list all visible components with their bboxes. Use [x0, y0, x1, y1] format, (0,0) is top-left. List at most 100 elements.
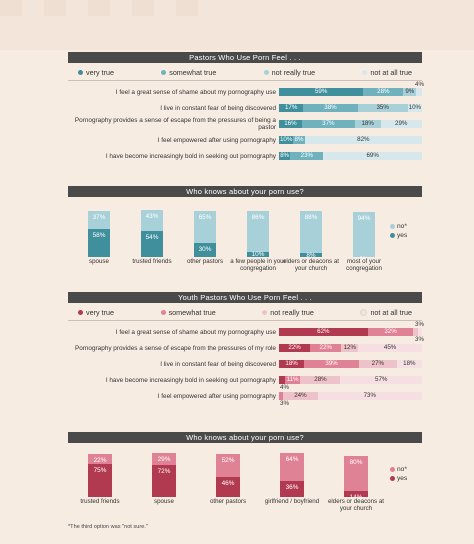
legend-item: very true [78, 308, 114, 317]
legend-item: not really true [262, 308, 314, 317]
bar-segment: 57% [340, 376, 422, 384]
data-label: 4% [280, 384, 289, 391]
legend-swatch-icon [390, 224, 395, 230]
column-stack: 64% 36% [280, 453, 304, 497]
bar-segment: 11% [284, 376, 301, 384]
stacked-bar: 18% 39% 27% 18% [279, 360, 422, 368]
stacked-bar: 22% 22% 12% 45% [279, 344, 422, 352]
bar-segment: 8% [293, 136, 305, 144]
stacked-bar: 59% 28% 9% [279, 88, 422, 96]
youth-pastors-feel-chart: Youth Pastors Who Use Porn Feel . . . ve… [68, 292, 424, 407]
chart-legend: very true somewhat true not really true … [68, 305, 422, 319]
bar-segment: 39% [304, 360, 359, 368]
column-segment-yes: 54% [141, 231, 163, 257]
bar-segment: 32% [367, 328, 414, 336]
bar-segment: 9% [403, 88, 417, 96]
column-segment-yes: 46% [216, 476, 240, 497]
column-segment-yes: 10% [247, 252, 269, 258]
legend-item: no* [390, 222, 407, 231]
legend-item: yes [390, 474, 407, 483]
bar-segment: 29% [380, 120, 422, 128]
row-label: I feel a great sense of shame about my p… [115, 328, 276, 336]
youth-who-knows-chart: Who knows about your porn use? 22% 75% tru… [68, 432, 422, 521]
column-segment-no: 64% [280, 453, 304, 482]
row-label: I live in constant fear of being discove… [160, 360, 276, 368]
column-segment-yes: 8% [300, 253, 322, 259]
stacked-bar: 62% 32% [279, 328, 422, 336]
top-decoration [0, 0, 474, 50]
legend-item: no* [390, 465, 407, 474]
column-segment-yes: 30% [194, 242, 216, 257]
bar-segment: 22% [279, 344, 311, 352]
column-segment-yes: 36% [280, 481, 304, 497]
deco-square [44, 0, 66, 16]
bar-segment: 73% [317, 392, 422, 400]
column-segment-no: 86% [247, 210, 269, 253]
column-segment-no: 88% [300, 210, 322, 254]
bar-row: I feel a great sense of shame about my p… [68, 81, 424, 100]
legend-swatch-icon [78, 69, 83, 75]
column: 22% 75% [88, 453, 112, 497]
category-label: trusted friends [132, 258, 172, 265]
divider [68, 320, 422, 321]
legend-swatch-icon [262, 309, 268, 315]
chart-legend: no* yes [390, 222, 407, 240]
legend-label: no* [397, 223, 407, 231]
bar-segment: 62% [279, 328, 368, 336]
bar-row: I live in constant fear of being discove… [68, 356, 422, 372]
bar-segment: 12% [341, 344, 359, 352]
legend-label: not really true [270, 307, 314, 317]
bar-segment: 18% [279, 360, 305, 368]
row-label: Pornography provides a sense of escape f… [74, 117, 276, 131]
bar-row: I have become increasingly bold in seeki… [68, 372, 422, 391]
category-label: other pastors [186, 258, 224, 265]
column-segment-no: 94% [353, 211, 375, 257]
legend-swatch-icon [390, 467, 395, 473]
bar-segment: 35% [357, 104, 408, 112]
bar-segment: 28% [363, 88, 404, 96]
column-segment-no: 43% [141, 210, 163, 232]
column-segment-no: 52% [216, 453, 240, 477]
bar-segment: 59% [279, 88, 364, 96]
category-label: a few people in your congregation [230, 258, 286, 272]
bar-segment: 10% [279, 136, 294, 144]
column-stack: 29% 72% [152, 452, 176, 497]
bar-row: I live in constant fear of being discove… [68, 100, 422, 116]
bar-row: I have become increasingly bold in seeki… [68, 148, 422, 164]
data-label: 3% [415, 336, 424, 343]
deco-square [176, 0, 198, 16]
stacked-bar: 24% 73% [279, 392, 422, 400]
bar-row: I feel a great sense of shame about my p… [68, 321, 424, 343]
column: 37% 58% [88, 209, 110, 257]
column: 80% 14% [344, 453, 368, 501]
column-segment-no: 80% [344, 455, 368, 491]
bar-segment [279, 392, 284, 400]
column-stack: 22% 75% [88, 454, 112, 497]
bar-segment: 69% [323, 152, 422, 160]
row-label: I feel empowered after using pornography [157, 392, 276, 400]
column-segment-no: 29% [152, 452, 176, 466]
divider [68, 80, 422, 81]
bar-segment: 28% [300, 376, 341, 384]
legend-swatch-icon [263, 69, 269, 75]
deco-square [88, 0, 110, 16]
chart-title: Youth Pastors Who Use Porn Feel . . . [68, 292, 422, 303]
bar-row: I feel empowered after using pornography… [68, 388, 422, 407]
row-label: I feel empowered after using pornography [157, 136, 276, 144]
column-segment-no: 65% [194, 211, 216, 243]
bar-segment: 27% [358, 360, 397, 368]
legend-swatch-icon [390, 476, 395, 482]
stacked-bar: 16% 37% 18% 29% [279, 120, 422, 128]
column-stack: 88% 8% [300, 210, 322, 259]
chart-title: Pastors Who Use Porn Feel . . . [68, 52, 422, 63]
legend-label: not at all true [370, 307, 412, 317]
row-label: I have become increasingly bold in seeki… [105, 376, 276, 384]
bar-row: Pornography provides a sense of escape f… [68, 116, 422, 132]
legend-item: somewhat true [161, 68, 216, 77]
legend-item: very true [78, 68, 114, 77]
legend-swatch-icon [390, 233, 395, 239]
row-label: I feel a great sense of shame about my p… [115, 88, 276, 96]
column: 64% 36% [280, 453, 304, 497]
legend-label: yes [397, 232, 408, 240]
bar-segment: 18% [396, 360, 422, 368]
